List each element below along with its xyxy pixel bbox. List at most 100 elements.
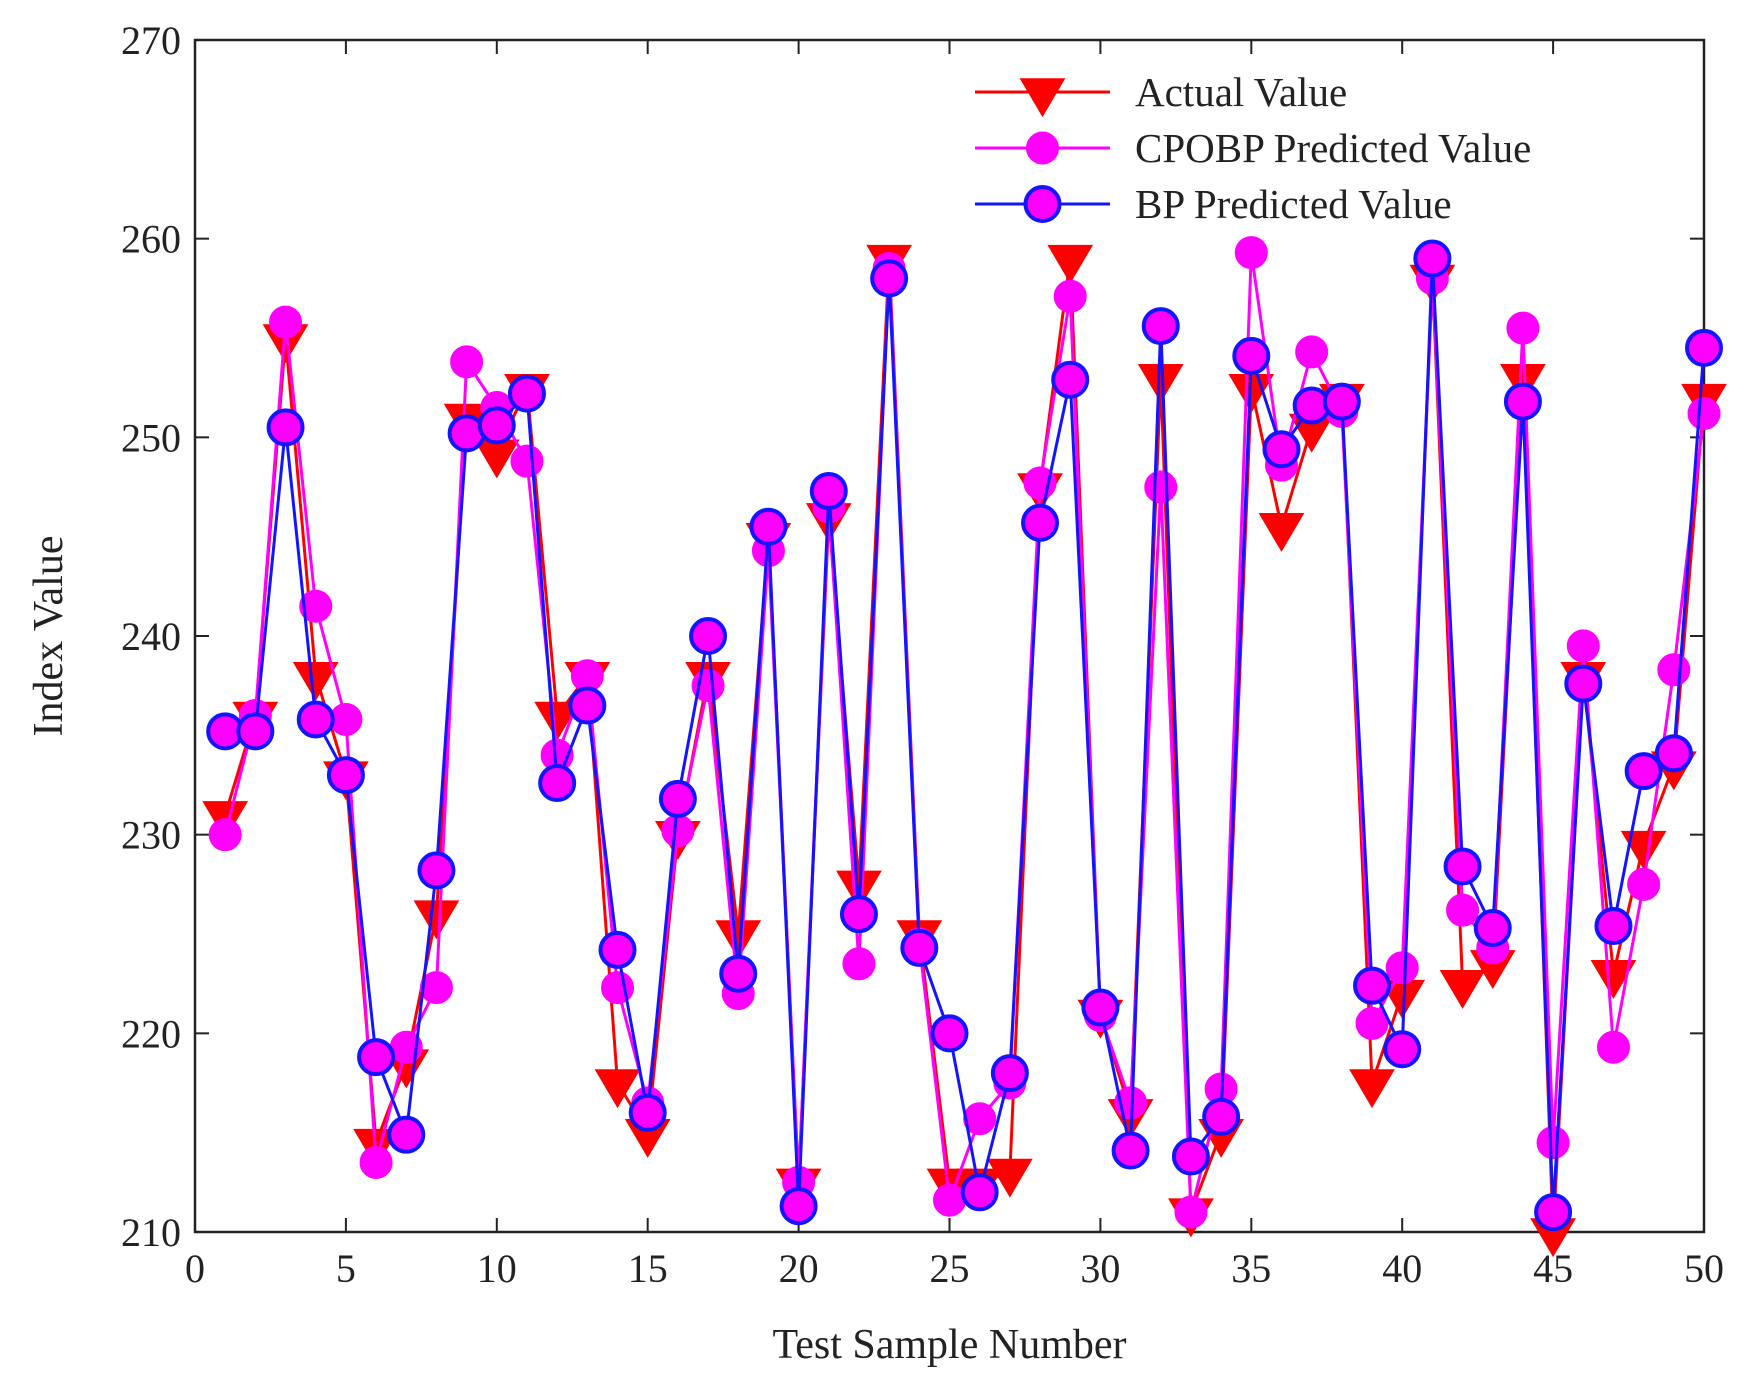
data-point xyxy=(299,589,333,623)
data-point xyxy=(1506,311,1540,345)
data-point xyxy=(1687,396,1721,430)
data-point xyxy=(719,954,758,993)
data-point xyxy=(1627,867,1661,901)
y-tick-label: 220 xyxy=(121,1011,181,1056)
data-point xyxy=(1620,830,1667,870)
data-point xyxy=(1654,734,1693,773)
series-layer xyxy=(202,236,1727,1258)
data-point xyxy=(417,851,456,890)
legend-label: BP Predicted Value xyxy=(1135,181,1452,227)
data-point xyxy=(236,712,275,751)
data-point xyxy=(839,895,878,934)
data-point xyxy=(1383,1030,1422,1069)
data-point xyxy=(292,662,339,701)
legend-label: CPOBP Predicted Value xyxy=(1135,125,1531,171)
data-point xyxy=(1202,1097,1241,1136)
data-point xyxy=(628,1093,667,1132)
data-point xyxy=(1439,969,1486,1009)
data-point xyxy=(1322,382,1361,421)
data-point xyxy=(900,928,939,967)
series-line xyxy=(225,258,1706,1213)
legend-label: Actual Value xyxy=(1135,69,1347,115)
series-bp-predicted-value xyxy=(206,239,1723,1232)
y-tick-label: 250 xyxy=(121,415,181,460)
data-point xyxy=(1349,1069,1395,1109)
data-point xyxy=(568,686,607,725)
data-point xyxy=(1111,1131,1150,1170)
data-point xyxy=(990,1054,1029,1093)
data-point xyxy=(1137,364,1184,403)
y-tick-label: 240 xyxy=(121,614,181,659)
data-point xyxy=(534,701,581,741)
data-point xyxy=(1594,907,1633,946)
y-tick-label: 270 xyxy=(121,18,181,63)
legend-item: Actual Value xyxy=(975,69,1347,118)
legend-marker xyxy=(1026,131,1059,165)
data-point xyxy=(1353,966,1392,1005)
data-point xyxy=(1141,307,1180,346)
data-point xyxy=(598,930,637,969)
x-tick-label: 10 xyxy=(477,1246,517,1291)
data-point xyxy=(1258,513,1305,552)
data-point xyxy=(1443,847,1482,886)
data-point xyxy=(986,1158,1033,1198)
data-point xyxy=(601,971,635,1005)
data-point xyxy=(689,617,728,655)
data-point xyxy=(933,1183,966,1217)
data-point xyxy=(326,756,365,795)
data-point xyxy=(842,947,876,981)
data-point xyxy=(387,1115,426,1154)
data-point xyxy=(357,1038,396,1077)
y-tick-label: 230 xyxy=(121,813,181,858)
legend-marker xyxy=(1019,78,1066,118)
data-point xyxy=(1144,470,1178,504)
data-point xyxy=(1021,503,1060,542)
data-point xyxy=(1234,236,1268,270)
data-point xyxy=(1295,335,1329,369)
data-point xyxy=(450,345,484,379)
data-point xyxy=(658,779,697,818)
series-actual-value xyxy=(202,244,1727,1258)
data-point xyxy=(507,374,546,413)
x-tick-label: 15 xyxy=(628,1246,668,1291)
data-point xyxy=(538,764,577,803)
data-point xyxy=(1355,1006,1389,1040)
data-point xyxy=(1053,279,1087,313)
y-tick-label: 210 xyxy=(121,1210,181,1255)
x-tick-label: 40 xyxy=(1382,1246,1422,1291)
data-point xyxy=(1262,430,1301,469)
data-point xyxy=(779,1187,818,1226)
series-cpobp-predicted-value xyxy=(208,236,1721,1229)
x-tick-label: 30 xyxy=(1080,1246,1120,1291)
data-point xyxy=(870,259,909,298)
data-point xyxy=(809,471,848,510)
data-point xyxy=(1590,960,1637,999)
data-point xyxy=(419,971,453,1005)
data-point xyxy=(960,1173,999,1212)
data-point xyxy=(715,920,762,960)
legend-item: BP Predicted Value xyxy=(975,181,1452,227)
x-tick-label: 35 xyxy=(1231,1246,1271,1291)
data-point xyxy=(1564,664,1603,703)
data-point xyxy=(1596,1030,1630,1064)
x-tick-label: 5 xyxy=(336,1246,356,1291)
x-tick-label: 20 xyxy=(779,1246,819,1291)
data-point xyxy=(1413,239,1452,278)
data-point xyxy=(208,818,242,852)
legend-item: CPOBP Predicted Value xyxy=(975,125,1531,171)
x-tick-label: 50 xyxy=(1684,1246,1724,1291)
data-point xyxy=(1685,328,1723,367)
data-point xyxy=(266,408,305,447)
data-point xyxy=(1174,1195,1208,1229)
data-point xyxy=(1232,336,1271,375)
axes-layer: 0 5 10 15 20 25 30 35 40 45 5021022023024025026027… xyxy=(121,18,1724,1291)
data-point xyxy=(1081,988,1120,1027)
legend-marker xyxy=(1023,185,1062,223)
data-point xyxy=(930,1014,969,1053)
x-axis-label: Test Sample Number xyxy=(773,1322,1127,1368)
data-point xyxy=(1171,1137,1210,1176)
data-point xyxy=(359,1145,393,1179)
data-point xyxy=(1446,893,1480,927)
